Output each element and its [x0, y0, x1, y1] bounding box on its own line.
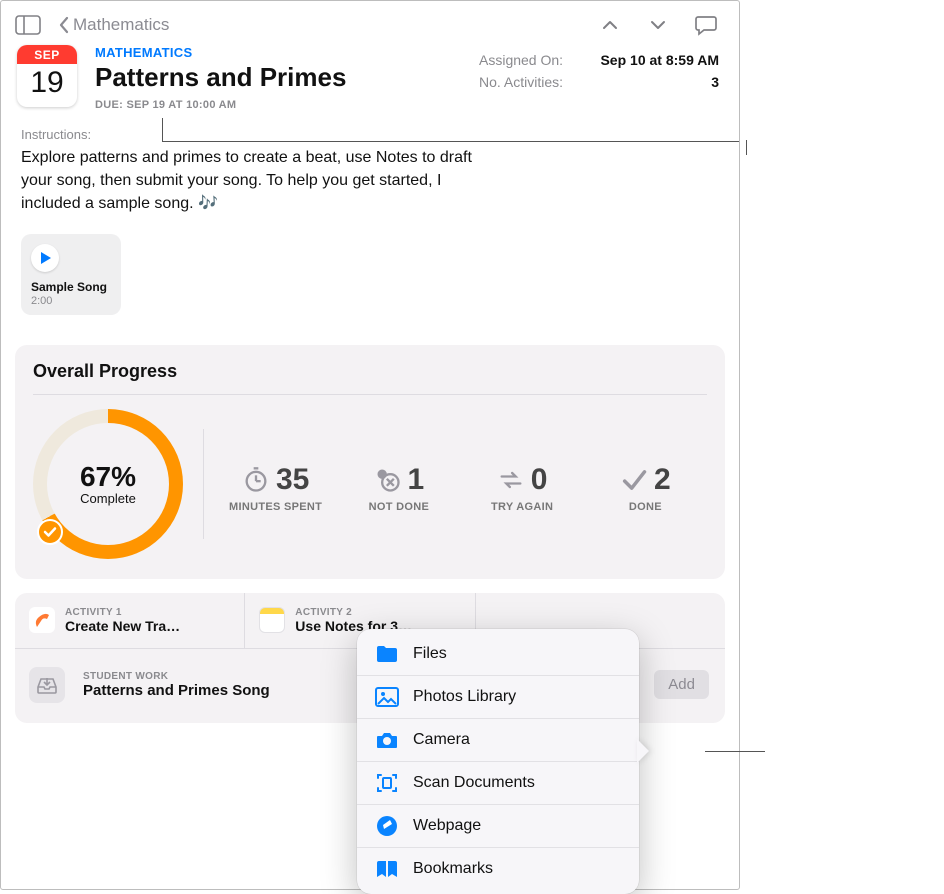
sidebar-toggle-icon[interactable]: [13, 11, 43, 39]
progress-ring: 67% Complete: [33, 409, 183, 559]
prev-icon[interactable]: [595, 11, 625, 39]
sample-title: Sample Song: [31, 280, 111, 294]
activities-count-value: 3: [711, 74, 719, 90]
toolbar: Mathematics: [1, 1, 739, 45]
stat-not-done: 1 NOT DONE: [349, 463, 449, 513]
assignment-title: Patterns and Primes: [95, 62, 461, 93]
popover-scan[interactable]: Scan Documents: [357, 761, 639, 804]
assigned-on-label: Assigned On:: [479, 52, 563, 68]
garageband-icon: [29, 607, 55, 633]
sample-attachment[interactable]: Sample Song 2:00: [21, 234, 121, 315]
popover-bookmarks[interactable]: Bookmarks: [357, 847, 639, 890]
calendar-month: SEP: [17, 45, 77, 64]
calendar-day: 19: [30, 64, 63, 100]
student-work-label: STUDENT WORK: [83, 671, 270, 682]
student-work-title: Patterns and Primes Song: [83, 682, 270, 699]
add-button[interactable]: Add: [654, 670, 709, 699]
stat-try-again: 0 TRY AGAIN: [472, 463, 572, 513]
check-icon: [37, 519, 63, 545]
back-label: Mathematics: [73, 15, 169, 35]
stat-minutes: 35 MINUTES SPENT: [226, 463, 326, 513]
progress-title: Overall Progress: [33, 361, 707, 382]
activity-1[interactable]: ACTIVITY 1Create New Tra…: [15, 593, 244, 648]
popover-files[interactable]: Files: [357, 633, 639, 675]
overall-progress-card: Overall Progress 67% Complete 35 MINUTE: [15, 345, 725, 579]
callout-line: [705, 751, 765, 752]
progress-percent: 67%: [80, 461, 136, 493]
assignment-header: SEP 19 MATHEMATICS Patterns and Primes D…: [1, 45, 739, 111]
callout-line: [162, 141, 740, 142]
sample-duration: 2:00: [31, 295, 111, 307]
activities-count-label: No. Activities:: [479, 74, 563, 90]
instructions-text: Explore patterns and primes to create a …: [1, 146, 501, 216]
popover-camera[interactable]: Camera: [357, 718, 639, 761]
popover-photos[interactable]: Photos Library: [357, 675, 639, 718]
add-source-popover: Files Photos Library Camera Scan Documen…: [357, 629, 639, 894]
calendar-badge: SEP 19: [17, 45, 77, 107]
popover-webpage[interactable]: Webpage: [357, 804, 639, 847]
progress-sublabel: Complete: [80, 491, 136, 506]
due-label: DUE: SEP 19 AT 10:00 AM: [95, 99, 461, 111]
notes-icon: [259, 607, 285, 633]
subject-label: MATHEMATICS: [95, 45, 461, 60]
callout-line: [746, 140, 747, 155]
inbox-icon: [29, 667, 65, 703]
assigned-on-value: Sep 10 at 8:59 AM: [600, 52, 719, 68]
play-icon[interactable]: [31, 244, 59, 272]
comment-icon[interactable]: [691, 11, 721, 39]
stat-done: 2 DONE: [595, 463, 695, 513]
callout-line: [162, 118, 163, 142]
next-icon[interactable]: [643, 11, 673, 39]
back-button[interactable]: Mathematics: [57, 15, 169, 35]
assignment-meta: Assigned On: Sep 10 at 8:59 AM No. Activi…: [479, 49, 719, 93]
